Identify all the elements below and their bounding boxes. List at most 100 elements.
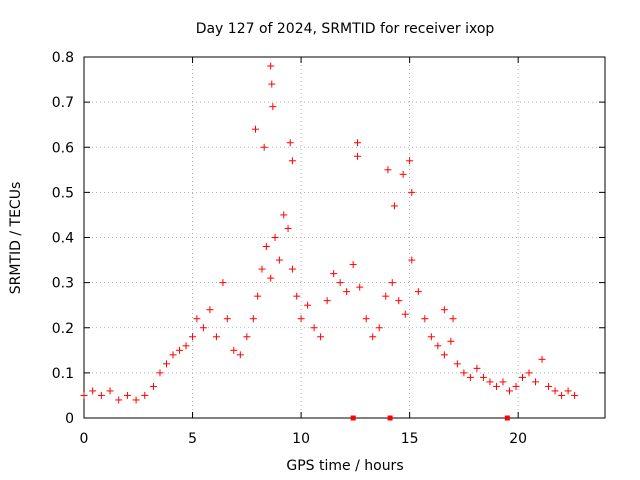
data-point [349, 261, 357, 269]
data-point [362, 315, 370, 323]
data-point [219, 279, 227, 287]
data-point [258, 265, 266, 273]
x-tick-label: 0 [80, 431, 89, 447]
data-point [440, 306, 448, 314]
x-tick-label: 20 [509, 431, 527, 447]
data-point [206, 306, 214, 314]
y-tick-label: 0.4 [52, 231, 74, 247]
data-point [189, 333, 197, 341]
data-point [538, 355, 546, 363]
data-point [399, 170, 407, 178]
data-point [97, 391, 105, 399]
data-point [356, 283, 364, 291]
data-point [512, 382, 520, 390]
y-tick-label: 0 [65, 411, 74, 427]
data-point [408, 256, 416, 264]
data-point [421, 315, 429, 323]
data-point [293, 292, 301, 300]
data-point [286, 139, 294, 147]
data-point [558, 391, 566, 399]
data-point [532, 378, 540, 386]
data-point [354, 152, 362, 160]
data-point [375, 324, 383, 332]
data-point [479, 373, 487, 381]
data-point [505, 387, 513, 395]
y-tick-label: 0.7 [52, 95, 74, 111]
y-tick-label: 0.5 [52, 185, 74, 201]
data-point [466, 373, 474, 381]
data-point [447, 337, 455, 345]
data-point [408, 188, 416, 196]
grid-lines [84, 57, 605, 418]
data-point [434, 342, 442, 350]
data-point [336, 279, 344, 287]
data-point [354, 139, 362, 147]
data-point [267, 62, 275, 70]
y-tick-label: 0.6 [52, 140, 74, 156]
data-point [262, 243, 270, 251]
data-point [486, 378, 494, 386]
data-point [162, 360, 170, 368]
data-point [132, 396, 140, 404]
data-point [182, 342, 190, 350]
data-point [401, 310, 409, 318]
data-point [141, 391, 149, 399]
data-point [288, 265, 296, 273]
data-point [267, 274, 275, 282]
axis-marker [504, 415, 510, 421]
data-point [268, 80, 276, 88]
data-point [230, 346, 238, 354]
y-tick-label: 0.1 [52, 366, 74, 382]
data-point [406, 157, 414, 165]
data-point [323, 297, 331, 305]
data-point [243, 333, 251, 341]
data-point [390, 202, 398, 210]
axis-marker [350, 415, 356, 421]
data-point [89, 387, 97, 395]
chart-title: Day 127 of 2024, SRMTID for receiver ixo… [196, 21, 495, 37]
data-point [382, 292, 390, 300]
data-point [388, 279, 396, 287]
data-point [492, 382, 500, 390]
data-point [280, 211, 288, 219]
data-point [545, 382, 553, 390]
data-point [304, 301, 312, 309]
data-point [453, 360, 461, 368]
data-point [460, 369, 468, 377]
data-point [414, 288, 422, 296]
data-point [269, 103, 277, 111]
data-point [106, 387, 114, 395]
data-point [395, 297, 403, 305]
data-point [440, 351, 448, 359]
x-tick-label: 15 [401, 431, 419, 447]
x-axis-label: GPS time / hours [286, 458, 403, 474]
data-point [260, 143, 268, 151]
data-point [473, 364, 481, 372]
data-point [80, 391, 88, 399]
data-point [212, 333, 220, 341]
data-point [343, 288, 351, 296]
data-point [551, 387, 559, 395]
y-tick-label: 0.2 [52, 321, 74, 337]
data-point [275, 256, 283, 264]
data-point [525, 369, 533, 377]
data-point [571, 391, 579, 399]
data-point [123, 391, 131, 399]
data-point [251, 125, 259, 133]
data-point [369, 333, 377, 341]
data-point [193, 315, 201, 323]
data-point [254, 292, 262, 300]
x-tick-label: 10 [292, 431, 310, 447]
x-tick-label: 5 [188, 431, 197, 447]
axis-markers [350, 415, 510, 421]
data-point [271, 234, 279, 241]
data-point [199, 324, 207, 332]
data-point [156, 369, 164, 377]
data-point [176, 346, 184, 354]
x-axis-ticks: 0 5 10 15 20 [80, 57, 527, 447]
data-point [223, 315, 231, 323]
axis-marker [387, 415, 393, 421]
y-tick-label: 0.3 [52, 276, 74, 292]
data-point [449, 315, 457, 323]
